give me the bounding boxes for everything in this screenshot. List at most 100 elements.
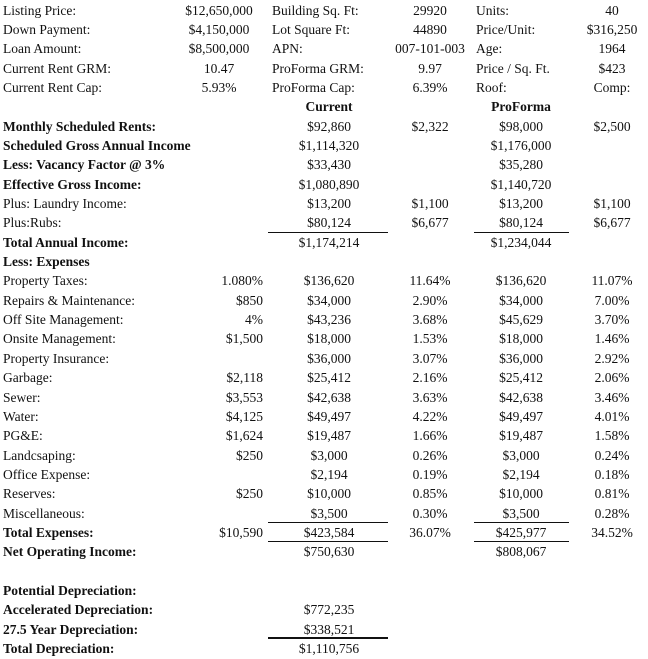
table-row: Off Site Management: 4% $43,236 3.68% $45,62… [0,310,648,329]
row-label: Effective Gross Income: [3,176,142,192]
row-label: Total Depreciation: [3,641,115,657]
row-value-c3: $36,000 [307,350,351,366]
row-value-c3: $1,110,756 [298,641,360,657]
row-value-c5: $2,194 [502,466,540,482]
row-value-c5: $45,629 [499,312,543,328]
row-value-c4: 3.63% [412,389,448,405]
row-value-c5: $1,176,000 [490,137,552,153]
row-label: Off Site Management: [3,312,124,328]
row-label: Monthly Scheduled Rents: [3,118,157,134]
row-value-c5: $10,000 [499,486,543,502]
row-value-c4: 3.68% [412,312,448,328]
table-row: Net Operating Income: $750,630 $808,067 [0,542,648,561]
row-value-c6: 3.46% [594,389,630,405]
summary-value: $4,150,000 [188,21,250,37]
row-value-c6: 34.52% [591,524,633,540]
row-value-c4: 0.85% [412,486,448,502]
row-value-c4: 11.64% [409,273,451,289]
summary-label: ProForma Cap: [272,79,355,95]
summary-value: Comp: [593,79,631,95]
row-label: Garbage: [3,370,53,386]
summary-value: 10.47 [203,60,235,76]
row-value-c3: $10,000 [307,486,351,502]
row-value-c3: $136,620 [303,273,355,289]
row-value-c5: $25,412 [499,370,543,386]
row-value-c6: $6,677 [593,215,631,231]
noi-rule-current [268,541,388,542]
row-value-c6: 4.01% [594,408,630,424]
summary-label: Building Sq. Ft: [272,2,359,18]
row-value-c3: $25,412 [307,370,351,386]
expenses-rule-current [268,522,388,523]
row-value-c6: 0.18% [594,466,630,482]
summary-label: Price / Sq. Ft. [476,60,550,76]
row-value-c6: $1,100 [593,196,631,211]
expenses-rule-proforma [474,522,569,523]
summary-row: Down Payment: $4,150,000 Lot Square Ft: 448… [0,20,648,39]
row-label: Net Operating Income: [3,544,137,560]
row-label: Landcsaping: [3,447,76,463]
summary-row: Current Rent GRM: 10.47 ProForma GRM: 9.97 P… [0,59,648,78]
header-current: Current [305,99,353,115]
table-row: Scheduled Gross Annual Income $1,114,320 $… [0,136,648,155]
table-row: PG&E: $1,624 $19,487 1.66% $19,487 1.58% [0,426,648,445]
row-label: Less: Vacancy Factor @ 3% [3,157,166,173]
table-row: Effective Gross Income: $1,080,890 $1,140,… [0,175,648,194]
row-value-c5: $136,620 [495,273,547,289]
table-row: Miscellaneous: $3,500 0.30% $3,500 0.28% [0,504,648,523]
summary-row: Listing Price: $12,650,000 Building Sq. Ft… [0,1,648,20]
summary-value: $423 [598,60,626,76]
row-value-c2: $1,500 [225,331,263,347]
table-row: Water: $4,125 $49,497 4.22% $49,497 4.01% [0,407,648,426]
row-value-c3: $43,236 [307,312,351,328]
table-row: Garbage: $2,118 $25,412 2.16% $25,412 2.06% [0,368,648,387]
row-value-c5: $808,067 [495,544,547,560]
row-value-c4: 0.19% [412,466,448,482]
row-value-c5: $1,234,044 [490,234,552,250]
row-value-c4: $2,322 [411,118,449,134]
row-value-c2: $2,118 [226,370,263,386]
row-value-c5: $98,000 [499,118,543,134]
row-value-c3: $13,200 [307,196,351,211]
row-value-c3: $3,000 [310,447,348,463]
row-value-c3: $34,000 [307,292,351,308]
row-value-c3: $2,194 [310,466,348,482]
row-value-c4: 1.66% [412,428,448,444]
row-value-c5: $1,140,720 [490,176,552,192]
summary-label: ProForma GRM: [272,60,364,76]
row-value-c4: 4.22% [412,408,448,424]
row-value-c5: $49,497 [499,408,543,424]
summary-value: 9.97 [418,60,442,76]
table-row: Total Annual Income: $1,174,214 $1,234,044 [0,233,648,252]
summary-label: Listing Price: [3,2,77,18]
row-value-c5: $3,000 [502,447,540,463]
subtotal-rule-current [268,232,388,233]
row-value-c3: $42,638 [307,389,351,405]
row-value-c6: 2.06% [594,370,630,386]
row-value-c2: $10,590 [219,524,263,540]
table-row: Plus: Laundry Income: $13,200 $1,100 $13,20… [0,194,648,213]
subtotal-rule-proforma [474,232,569,233]
summary-label: Current Rent Cap: [3,79,102,95]
summary-value: 29920 [413,2,447,18]
row-value-c4: 36.07% [409,524,451,540]
row-label: Scheduled Gross Annual Income [3,137,191,153]
row-value-c4: $6,677 [411,215,449,231]
summary-label: Current Rent GRM: [3,60,111,76]
row-value-c2: 4% [245,312,263,328]
header-proforma: ProForma [491,99,551,115]
row-value-c5: $80,124 [499,215,543,231]
row-value-c3: $338,521 [303,621,355,637]
summary-value: $12,650,000 [185,2,253,18]
table-row: Onsite Management: $1,500 $18,000 1.53% $18,… [0,329,648,348]
row-value-c2: $1,624 [225,428,263,444]
row-value-c3: $750,630 [303,544,355,560]
row-label: Property Insurance: [3,350,110,366]
table-row: Monthly Scheduled Rents: $92,860 $2,322 $98… [0,117,648,136]
row-value-c5: $35,280 [499,157,543,173]
table-row: 27.5 Year Depreciation: $338,521 [0,620,648,639]
summary-label: Loan Amount: [3,41,82,57]
table-row: Total Depreciation: $1,110,756 [0,639,648,658]
summary-label: Down Payment: [3,21,91,37]
summary-label: Roof: [476,79,507,95]
